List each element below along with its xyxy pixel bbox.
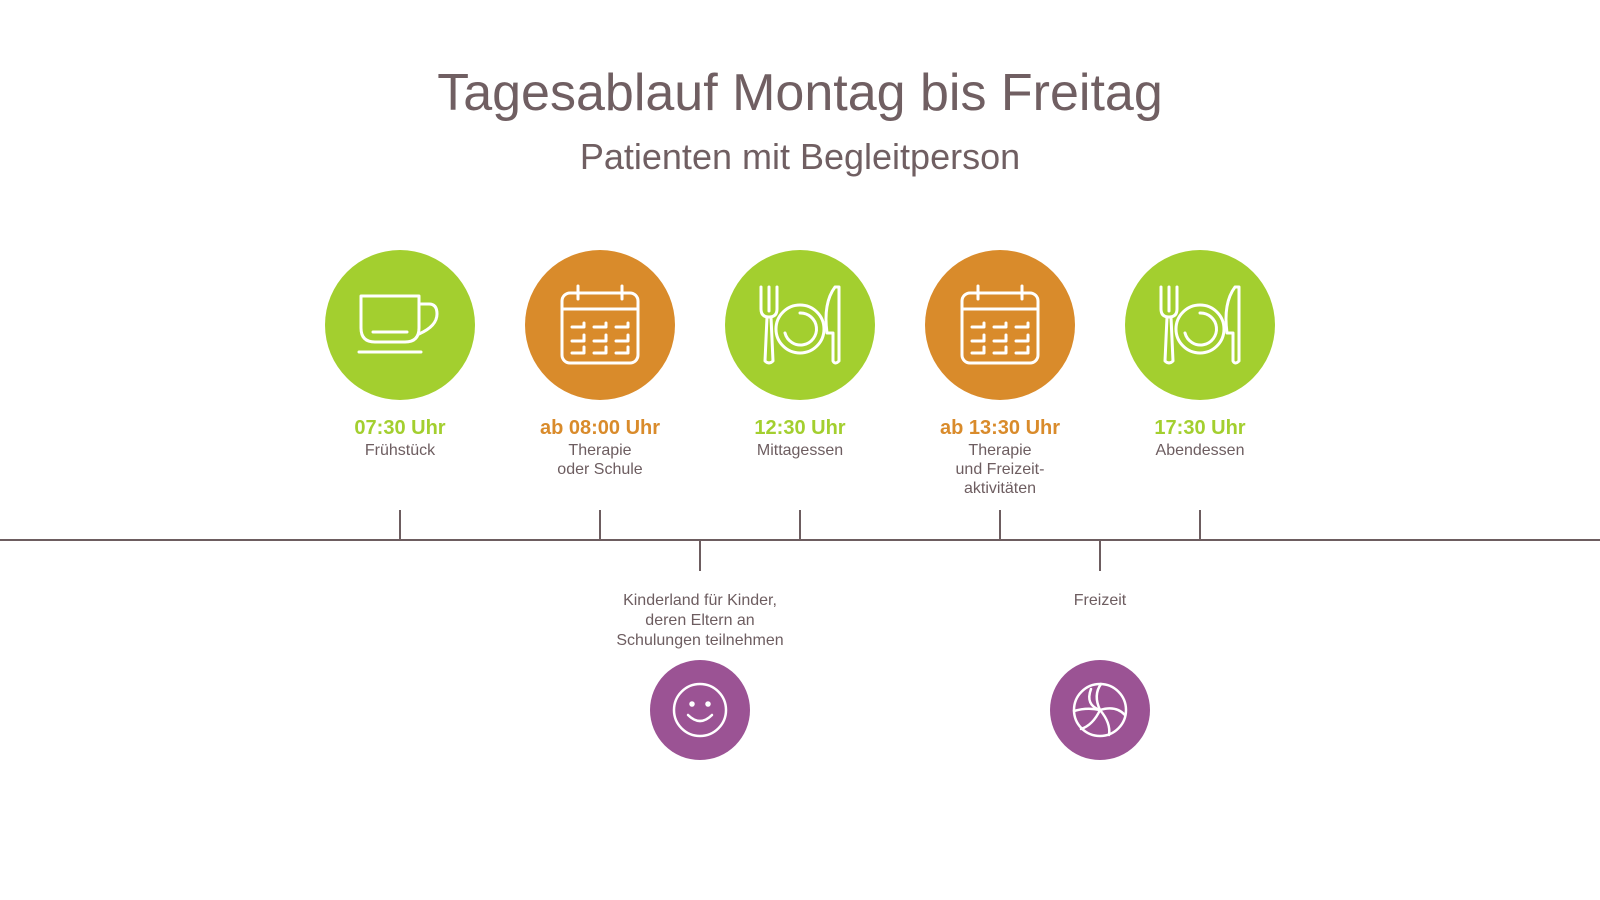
step-time: 07:30 Uhr — [354, 417, 446, 439]
coffee-cup-icon — [355, 290, 445, 360]
timeline-step-therapie-schule: ab 08:00 Uhr Therapie oder Schule — [500, 250, 700, 479]
step-label: Therapie oder Schule — [557, 442, 643, 478]
timeline-tick — [699, 540, 701, 571]
step-circle — [725, 250, 875, 400]
sub-item-freizeit: Freizeit — [980, 591, 1220, 611]
page-subtitle: Patienten mit Begleitperson — [579, 136, 1021, 177]
calendar-icon — [558, 283, 642, 367]
volleyball-icon — [1071, 681, 1129, 739]
sub-item-label: Kinderland für Kinder, deren Eltern an S… — [616, 592, 784, 649]
timeline-step-mittagessen: 12:30 Uhr Mittagessen — [700, 250, 900, 460]
step-circle — [925, 250, 1075, 400]
step-circle — [325, 250, 475, 400]
step-label: Therapie und Freizeit- aktivitäten — [955, 442, 1045, 497]
sub-item-circle — [650, 660, 750, 760]
step-circle — [525, 250, 675, 400]
smiley-face-icon — [671, 681, 729, 739]
timeline-tick — [799, 510, 801, 540]
plate-cutlery-icon — [1155, 283, 1245, 367]
timeline-tick — [599, 510, 601, 540]
timeline-step-fruehstueck: 07:30 Uhr Frühstück — [300, 250, 500, 460]
sub-item-circle — [1050, 660, 1150, 760]
sub-item-label: Freizeit — [1073, 592, 1127, 609]
timeline-axis — [0, 539, 1600, 541]
page-title: Tagesablauf Montag bis Freitag — [437, 64, 1163, 122]
step-time: 12:30 Uhr — [754, 417, 846, 439]
step-label: Frühstück — [364, 442, 436, 459]
step-circle — [1125, 250, 1275, 400]
step-time: 17:30 Uhr — [1154, 417, 1246, 439]
step-label: Mittagessen — [756, 442, 844, 459]
timeline-tick — [1199, 510, 1201, 540]
step-label: Abendessen — [1155, 442, 1245, 459]
sub-item-kinderland: Kinderland für Kinder, deren Eltern an S… — [580, 591, 820, 651]
plate-cutlery-icon — [755, 283, 845, 367]
step-time: ab 13:30 Uhr — [939, 417, 1061, 439]
timeline-step-abendessen: 17:30 Uhr Abendessen — [1100, 250, 1300, 460]
step-time: ab 08:00 Uhr — [539, 417, 661, 439]
calendar-icon — [958, 283, 1042, 367]
timeline-tick — [1099, 540, 1101, 571]
timeline-tick — [999, 510, 1001, 540]
timeline-step-therapie-freizeit: ab 13:30 Uhr Therapie und Freizeit- akti… — [900, 250, 1100, 498]
timeline-tick — [399, 510, 401, 540]
